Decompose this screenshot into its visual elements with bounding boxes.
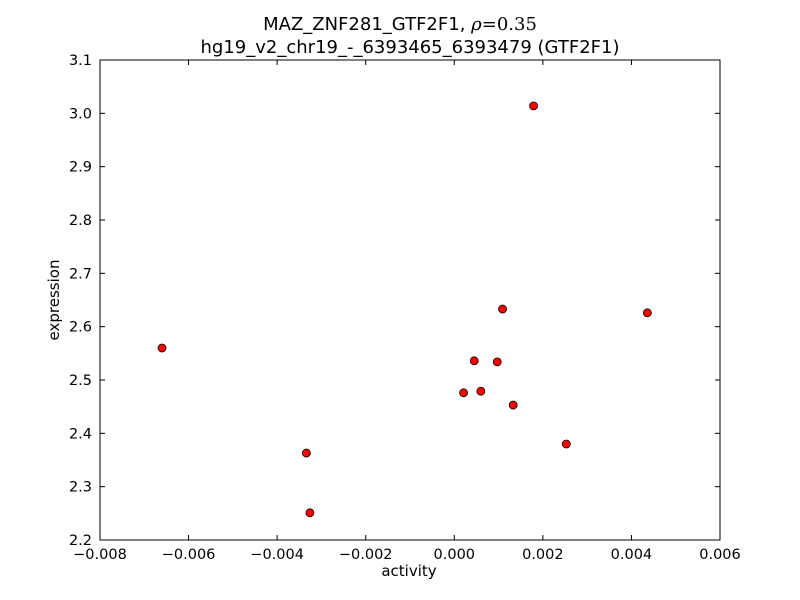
x-tick-label: −0.004	[250, 547, 304, 563]
y-tick-label: 2.3	[69, 480, 92, 496]
scatter-point	[508, 400, 518, 410]
y-tick-label: 2.7	[69, 266, 92, 282]
x-tick-label: 0.000	[434, 547, 476, 563]
scatter-point	[157, 343, 167, 353]
x-tick-label: 0.004	[611, 547, 653, 563]
data-points	[157, 101, 652, 518]
y-axis-label: expression	[45, 260, 63, 341]
x-tick-label: −0.006	[162, 547, 216, 563]
y-tick-label: 2.2	[69, 533, 92, 549]
scatter-point	[561, 439, 571, 449]
y-tick-label: 2.5	[69, 373, 92, 389]
x-tick-label: 0.006	[699, 547, 741, 563]
axis-ticks: −0.008 −0.006 −0.004 −0.002 0.000 0.002 0.004 0…	[69, 53, 741, 563]
y-tick-label: 3.1	[69, 53, 92, 69]
scatter-point	[469, 356, 479, 366]
plot-area	[100, 60, 720, 540]
scatter-point	[459, 388, 468, 398]
y-tick-label: 2.8	[69, 213, 92, 229]
scatter-point	[492, 357, 502, 367]
plot-frame	[99, 59, 721, 541]
chart-title-line2: hg19_v2_chr19_-_6393465_6393479 (GTF2F1)	[201, 37, 620, 58]
x-tick-label: −0.008	[73, 547, 127, 563]
x-tick-label: 0.002	[522, 547, 564, 563]
x-axis-label: activity	[381, 562, 436, 580]
y-tick-label: 3.0	[69, 106, 92, 122]
y-tick-label: 2.4	[69, 426, 92, 442]
y-tick-label: 2.9	[69, 160, 92, 176]
scatter-point	[476, 386, 486, 396]
chart-title-line1: MAZ_ZNF281_GTF2F1, ρ=0.35	[263, 14, 537, 35]
scatter-point	[305, 508, 315, 518]
x-tick-label: −0.002	[339, 547, 393, 563]
scatter-point	[529, 101, 538, 111]
scatter-point	[301, 448, 311, 458]
scatter-point	[642, 308, 652, 318]
y-tick-label: 2.6	[69, 320, 92, 336]
scatter-point	[498, 304, 507, 314]
